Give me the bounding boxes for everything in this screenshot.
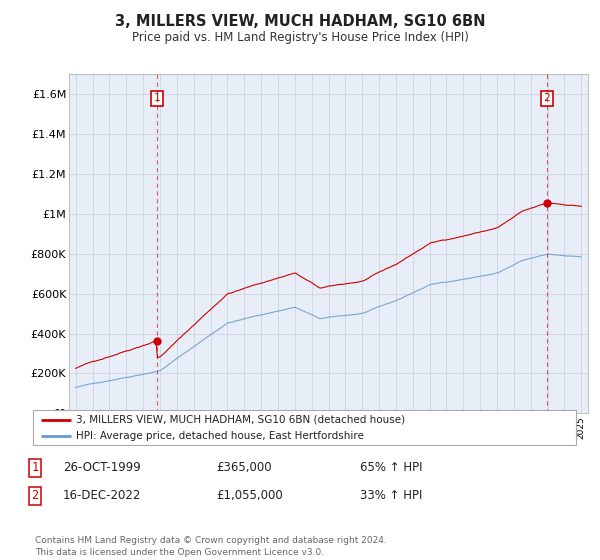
Text: 26-OCT-1999: 26-OCT-1999	[63, 461, 141, 474]
Text: Price paid vs. HM Land Registry's House Price Index (HPI): Price paid vs. HM Land Registry's House …	[131, 31, 469, 44]
Text: £365,000: £365,000	[216, 461, 272, 474]
Text: 2: 2	[544, 94, 550, 104]
Text: 2: 2	[31, 489, 38, 502]
Text: 65% ↑ HPI: 65% ↑ HPI	[360, 461, 422, 474]
Text: 1: 1	[154, 94, 160, 104]
Text: 16-DEC-2022: 16-DEC-2022	[63, 489, 142, 502]
Text: HPI: Average price, detached house, East Hertfordshire: HPI: Average price, detached house, East…	[76, 431, 364, 441]
Text: Contains HM Land Registry data © Crown copyright and database right 2024.
This d: Contains HM Land Registry data © Crown c…	[35, 536, 386, 557]
Text: 3, MILLERS VIEW, MUCH HADHAM, SG10 6BN: 3, MILLERS VIEW, MUCH HADHAM, SG10 6BN	[115, 14, 485, 29]
Text: 3, MILLERS VIEW, MUCH HADHAM, SG10 6BN (detached house): 3, MILLERS VIEW, MUCH HADHAM, SG10 6BN (…	[76, 415, 406, 425]
Text: 1: 1	[31, 461, 38, 474]
Text: £1,055,000: £1,055,000	[216, 489, 283, 502]
Text: 33% ↑ HPI: 33% ↑ HPI	[360, 489, 422, 502]
